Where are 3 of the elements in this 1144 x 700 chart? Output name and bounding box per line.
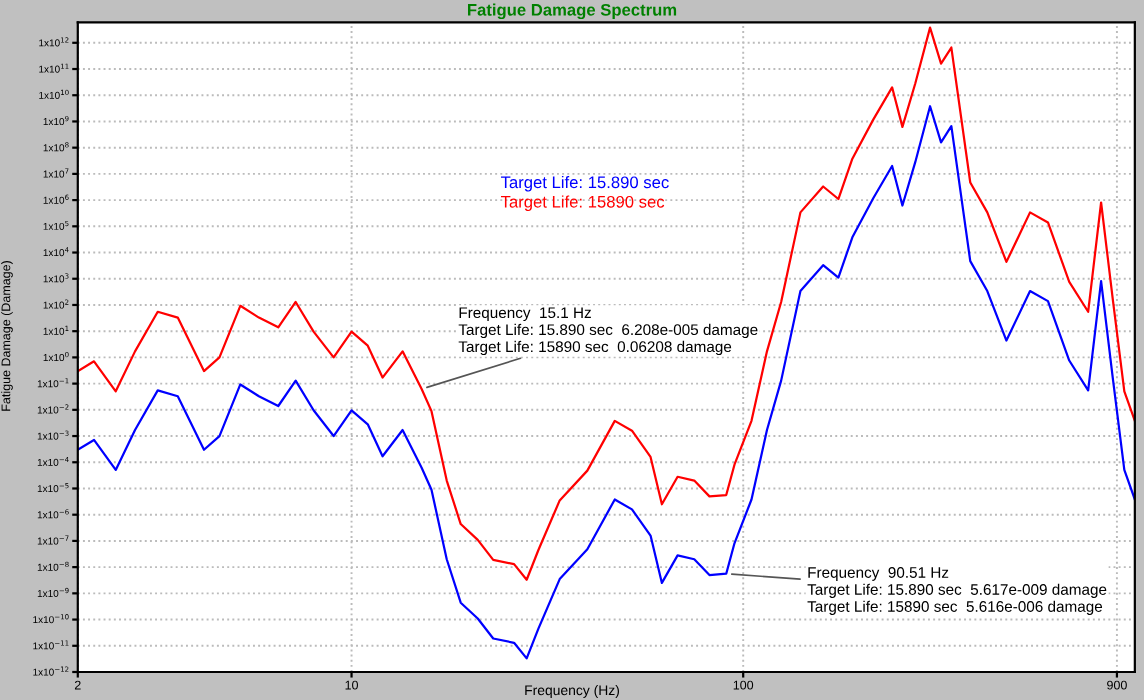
text: Target Life: 15.890 sec bbox=[500, 175, 669, 192]
chart-title: Fatigue Damage Spectrum bbox=[468, 3, 677, 20]
text: Target Life: 15890 sec bbox=[500, 195, 665, 211]
